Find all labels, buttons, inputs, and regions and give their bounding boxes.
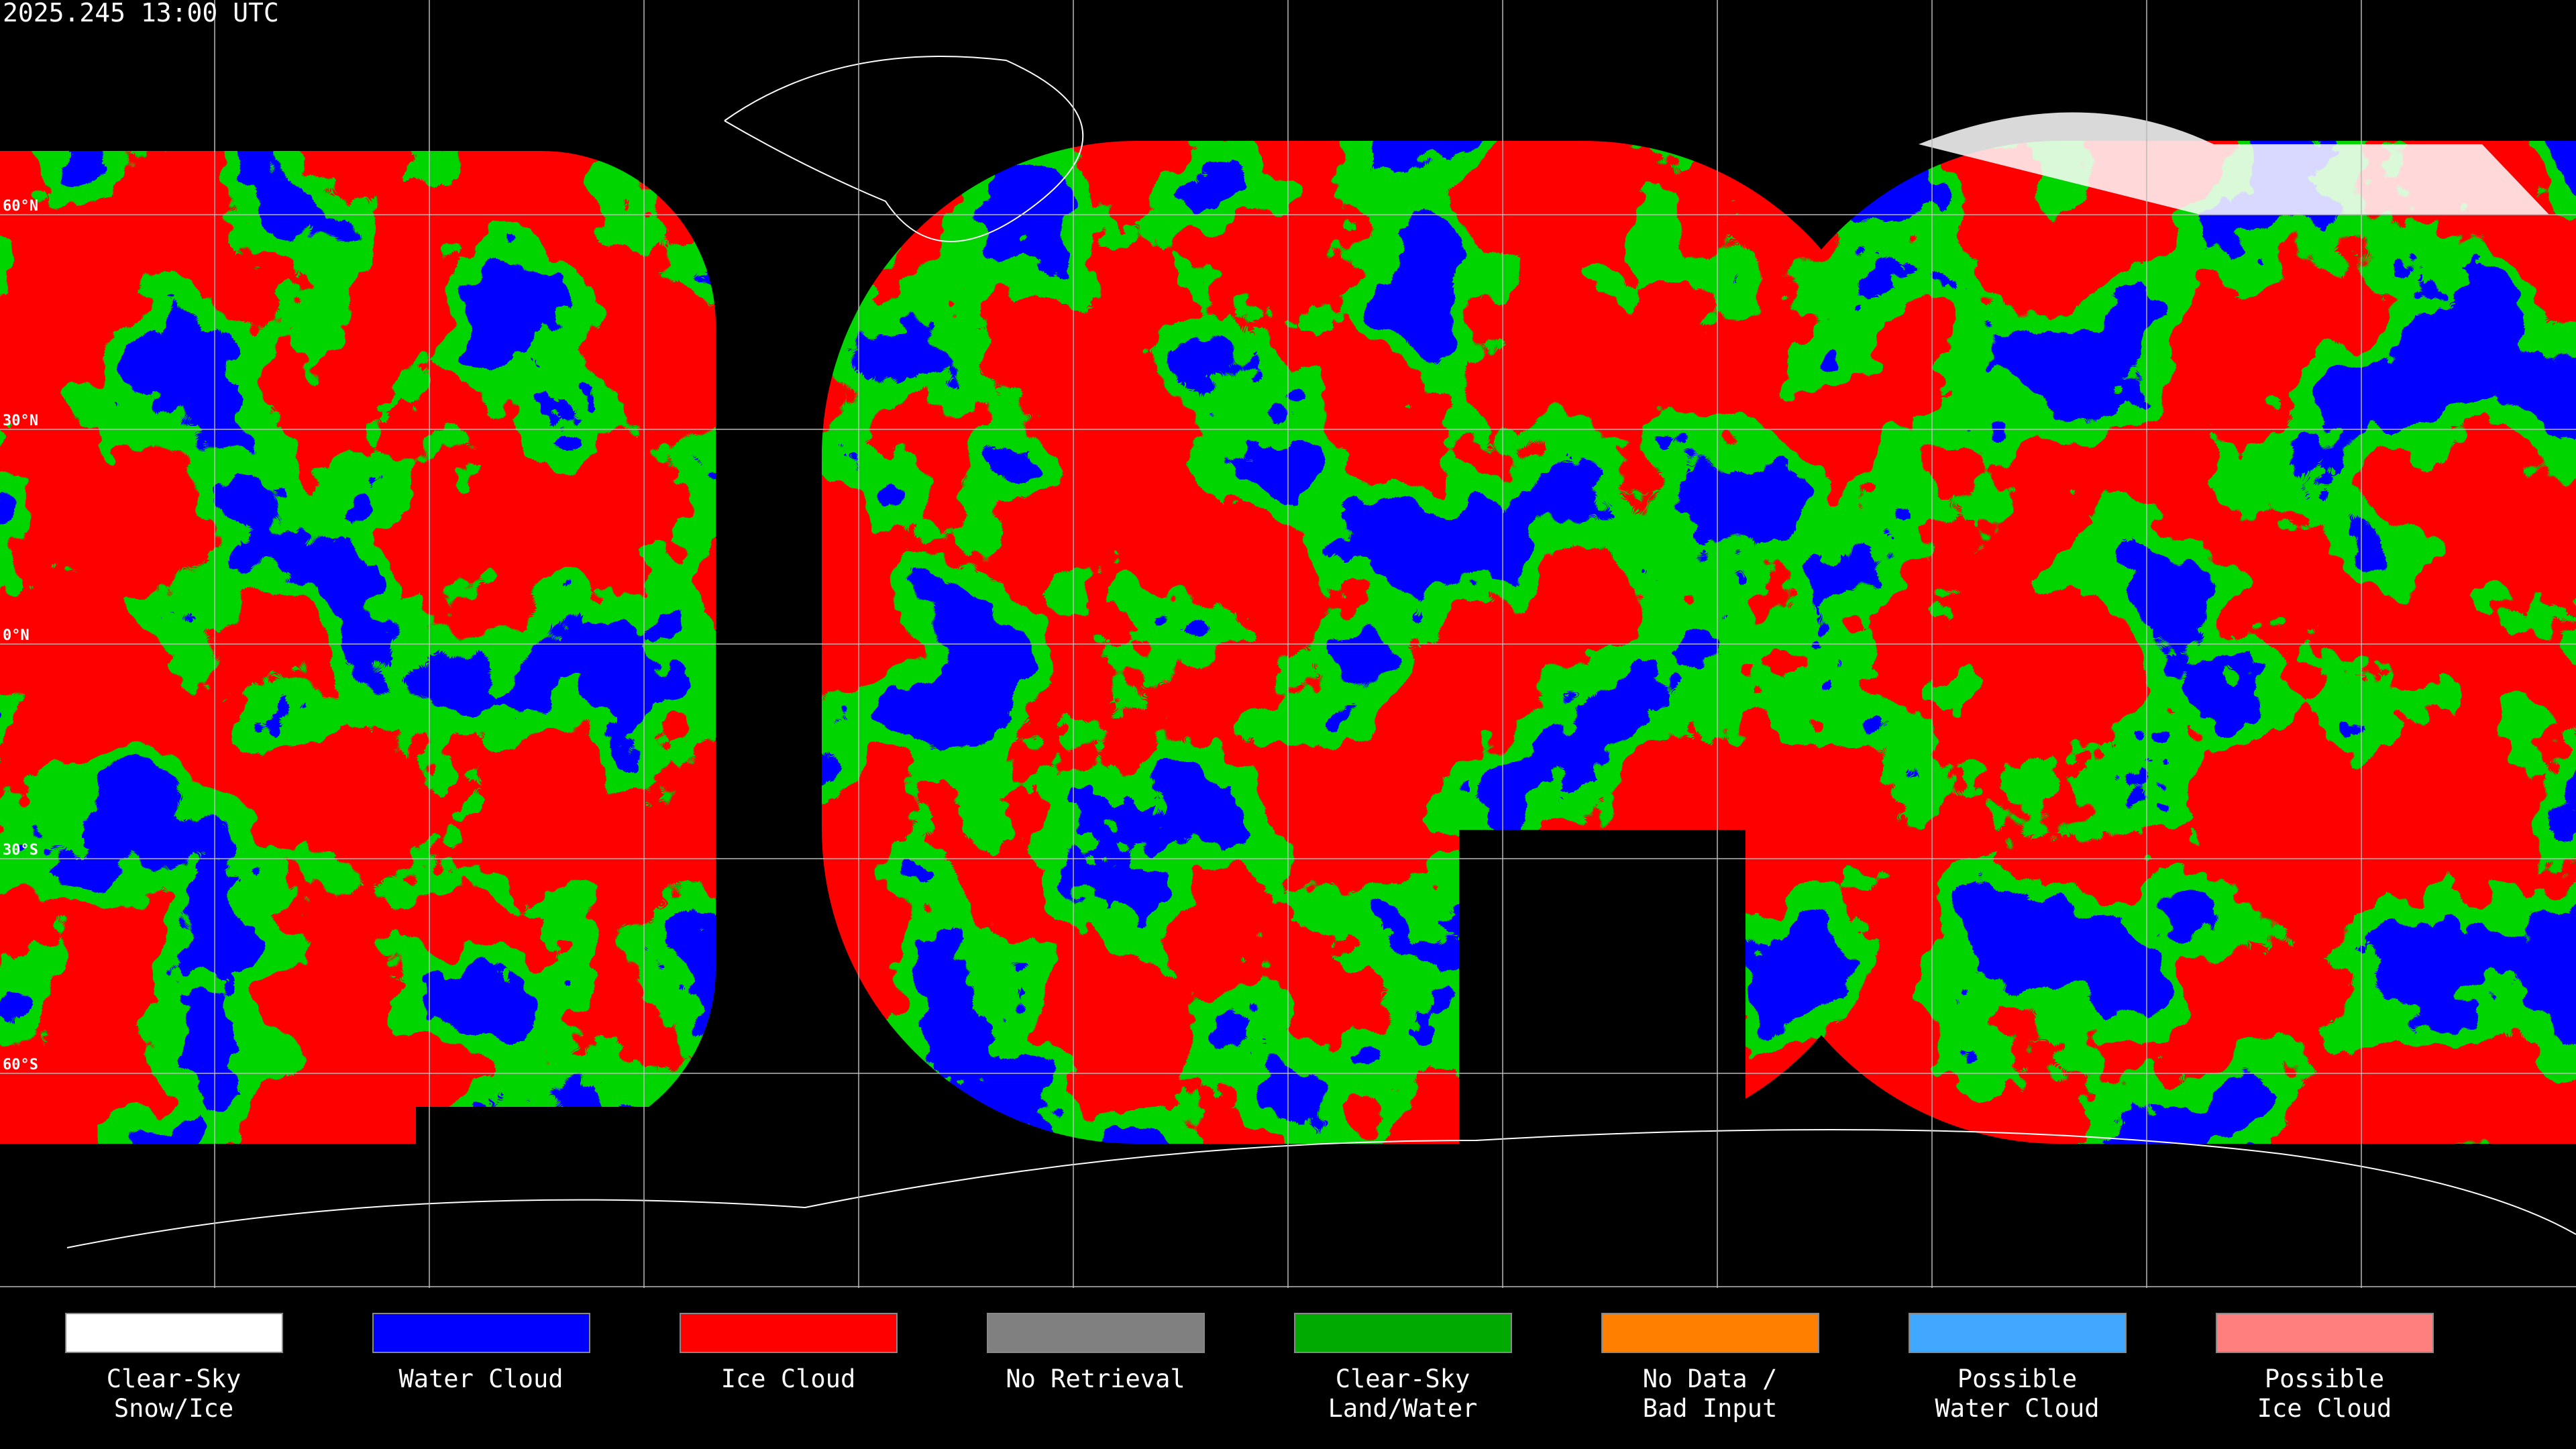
legend-background bbox=[0, 1288, 2576, 1449]
latitude-label: 60°N bbox=[3, 198, 38, 215]
timestamp: 2025.245 13:00 UTC bbox=[3, 0, 279, 28]
legend-label: No Retrieval bbox=[1006, 1364, 1185, 1393]
legend-label: Ice Cloud bbox=[2257, 1394, 2392, 1423]
legend-swatch bbox=[65, 1313, 283, 1353]
legend-swatch bbox=[2216, 1313, 2434, 1353]
legend-label: Water Cloud bbox=[1935, 1394, 2099, 1423]
legend-swatch bbox=[1909, 1313, 2127, 1353]
legend-label: Water Cloud bbox=[398, 1364, 563, 1393]
legend-swatch bbox=[680, 1313, 898, 1353]
legend-label: Land/Water bbox=[1328, 1394, 1478, 1423]
no-coverage-gap bbox=[416, 1107, 718, 1161]
legend-label: Possible bbox=[2265, 1364, 2384, 1393]
legend-swatch bbox=[987, 1313, 1205, 1353]
legend-label: Ice Cloud bbox=[721, 1364, 855, 1393]
coastline bbox=[724, 56, 1084, 242]
legend-swatch bbox=[372, 1313, 590, 1353]
latitude-label: 60°S bbox=[3, 1057, 38, 1073]
legend-label: Clear-Sky bbox=[1336, 1364, 1470, 1393]
snow-ice-patch bbox=[1919, 112, 2549, 215]
legend-swatch bbox=[1601, 1313, 1819, 1353]
legend-label: Bad Input bbox=[1643, 1394, 1777, 1423]
graticule: 60°N 30°N 0°N 30°S 60°S bbox=[0, 0, 2576, 1288]
no-coverage-gap bbox=[1459, 830, 1746, 1152]
coastline bbox=[66, 1129, 2576, 1248]
legend-label: Snow/Ice bbox=[114, 1394, 233, 1423]
latitude-label: 30°S bbox=[3, 842, 38, 859]
latitude-label: 0°N bbox=[3, 627, 30, 644]
latitude-label: 30°N bbox=[3, 413, 38, 429]
legend-label: Possible bbox=[1957, 1364, 2077, 1393]
legend-swatch bbox=[1294, 1313, 1512, 1353]
legend-label: No Data / bbox=[1643, 1364, 1777, 1393]
legend-label: Clear-Sky bbox=[107, 1364, 241, 1393]
